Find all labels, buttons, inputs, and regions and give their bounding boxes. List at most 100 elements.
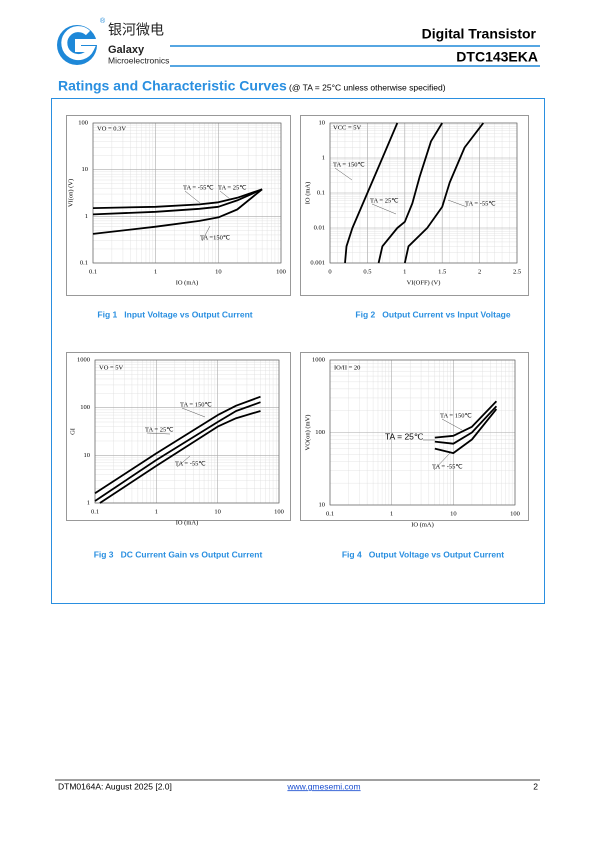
logo [57, 25, 97, 65]
y-tick-label: 0.1 [317, 189, 325, 196]
annotation: IO/II = 20 [334, 364, 360, 371]
series-line [344, 122, 399, 264]
plot-area [94, 359, 280, 504]
leader-line [433, 452, 451, 471]
y-tick-label: 0.01 [314, 224, 325, 231]
series-label: TA = 25℃ [145, 426, 174, 433]
series-line [92, 188, 263, 216]
y-tick-label: 10 [82, 166, 89, 173]
leader-line [184, 190, 201, 204]
y-tick-label: 10 [319, 119, 326, 126]
series-line [403, 122, 485, 264]
chart-frame [300, 352, 529, 521]
series-label: TA = 150℃ [180, 401, 212, 408]
y-tick-label: 1 [87, 499, 90, 506]
x-tick-label: 1 [154, 268, 157, 275]
series-label: TA = -55℃ [465, 200, 496, 207]
series-line [99, 410, 261, 504]
x-tick-label: 1 [390, 510, 393, 517]
chart-frame [66, 115, 291, 296]
series-label: TA = -55℃ [183, 184, 214, 191]
x-tick-label: 100 [510, 510, 520, 517]
y-tick-label: 10 [84, 452, 91, 459]
y-axis-label: VI(on) (V) [67, 179, 74, 207]
y-axis-label: GI [69, 428, 76, 435]
logo-cn: 银河微电 [108, 22, 164, 38]
annotation: VCC = 5V [333, 124, 362, 131]
footer-page: 2 [533, 781, 538, 791]
x-tick-label: 10 [215, 268, 222, 275]
series-label: TA =150℃ [200, 234, 231, 241]
section-condition: (@ TA = 25°C unless otherwise specified) [289, 82, 446, 92]
series-label: TA = -55℃ [175, 460, 206, 467]
y-tick-label: 1 [85, 213, 88, 220]
x-tick-label: 2.5 [513, 268, 521, 275]
logo-en: Galaxy [108, 44, 145, 56]
y-tick-label: 0.1 [80, 259, 88, 266]
leader-line [441, 418, 463, 431]
x-tick-label: 100 [274, 508, 284, 515]
series-line [92, 188, 263, 235]
logo-en: Microelectronics [108, 55, 169, 65]
logo-g [61, 26, 97, 61]
plot-area [329, 122, 518, 264]
x-tick-label: 10 [450, 510, 457, 517]
x-tick-label: 10 [214, 508, 221, 515]
y-tick-label: 100 [78, 119, 88, 126]
annotation: VO = 0.3V [97, 125, 126, 132]
x-tick-label: 0.1 [91, 508, 99, 515]
leader-line [447, 199, 468, 208]
x-axis-label: IO (mA) [176, 519, 199, 526]
figure-caption: Fig 1 Input Voltage vs Output Current [97, 309, 252, 319]
series-line [434, 408, 498, 454]
series-label: TA = 150℃ [440, 412, 472, 419]
y-tick-label: 1000 [312, 356, 325, 363]
y-tick-label: 0.001 [310, 259, 325, 266]
series-line [434, 400, 498, 439]
series-line [377, 122, 443, 264]
x-tick-label: 1 [403, 268, 406, 275]
chart-frame [66, 352, 291, 521]
leader-line [176, 455, 191, 468]
footer-doc: DTM0164A: August 2025 [2.0] [58, 781, 172, 791]
annotation: VO = 5V [99, 364, 124, 371]
part-number: DTC143EKA [456, 49, 538, 65]
figure-caption: Fig 3 DC Current Gain vs Output Current [94, 549, 263, 559]
x-tick-label: 100 [276, 268, 286, 275]
series-line [94, 395, 261, 495]
series-label: TA = 25℃ [218, 184, 247, 191]
footer-url[interactable]: www.gmesemi.com [286, 781, 360, 791]
section-title: Ratings and Characteristic Curves [58, 78, 287, 94]
x-tick-label: 0 [328, 268, 331, 275]
leader-line [201, 225, 211, 242]
figure-caption: Fig 4 Output Voltage vs Output Current [342, 549, 504, 559]
series-label: TA = 25℃ [370, 197, 399, 204]
y-axis-label: VO(on) (mV) [304, 415, 311, 451]
x-axis-label: IO (mA) [411, 521, 434, 528]
y-axis-label: IO (mA) [304, 182, 311, 205]
chart: 0 0.5 1 1.5 2 2.5 0.001 0.01 0.1 1 10 VI(OFF) (V) IO… [300, 115, 529, 319]
x-tick-label: 0.1 [326, 510, 334, 517]
y-tick-label: 1 [322, 154, 325, 161]
y-tick-label: 10 [319, 501, 326, 508]
category: Digital Transistor [422, 26, 537, 42]
series-line [94, 401, 261, 502]
chart: 0.1 1 10 100 10 100 1000 IO (mA) VO(on) (mV) IO/I… [300, 352, 529, 559]
leader-line [334, 167, 353, 181]
x-tick-label: 0.5 [363, 268, 371, 275]
figure-caption: Fig 2 Output Current vs Input Voltage [355, 309, 510, 319]
x-axis-label: IO (mA) [176, 279, 199, 286]
plot-area [92, 122, 282, 264]
figure-box [51, 98, 545, 604]
x-tick-label: 2 [478, 268, 481, 275]
leader-line [371, 203, 397, 215]
leader-line [219, 190, 231, 200]
y-tick-label: 1000 [77, 356, 90, 363]
x-tick-label: 0.1 [89, 268, 97, 275]
chart: 0.1 1 10 100 0.1 1 10 100 IO (mA) VI(on) (V) VO = … [66, 115, 291, 319]
x-axis-label: VI(OFF) (V) [407, 279, 441, 286]
chart-frame [300, 115, 529, 296]
